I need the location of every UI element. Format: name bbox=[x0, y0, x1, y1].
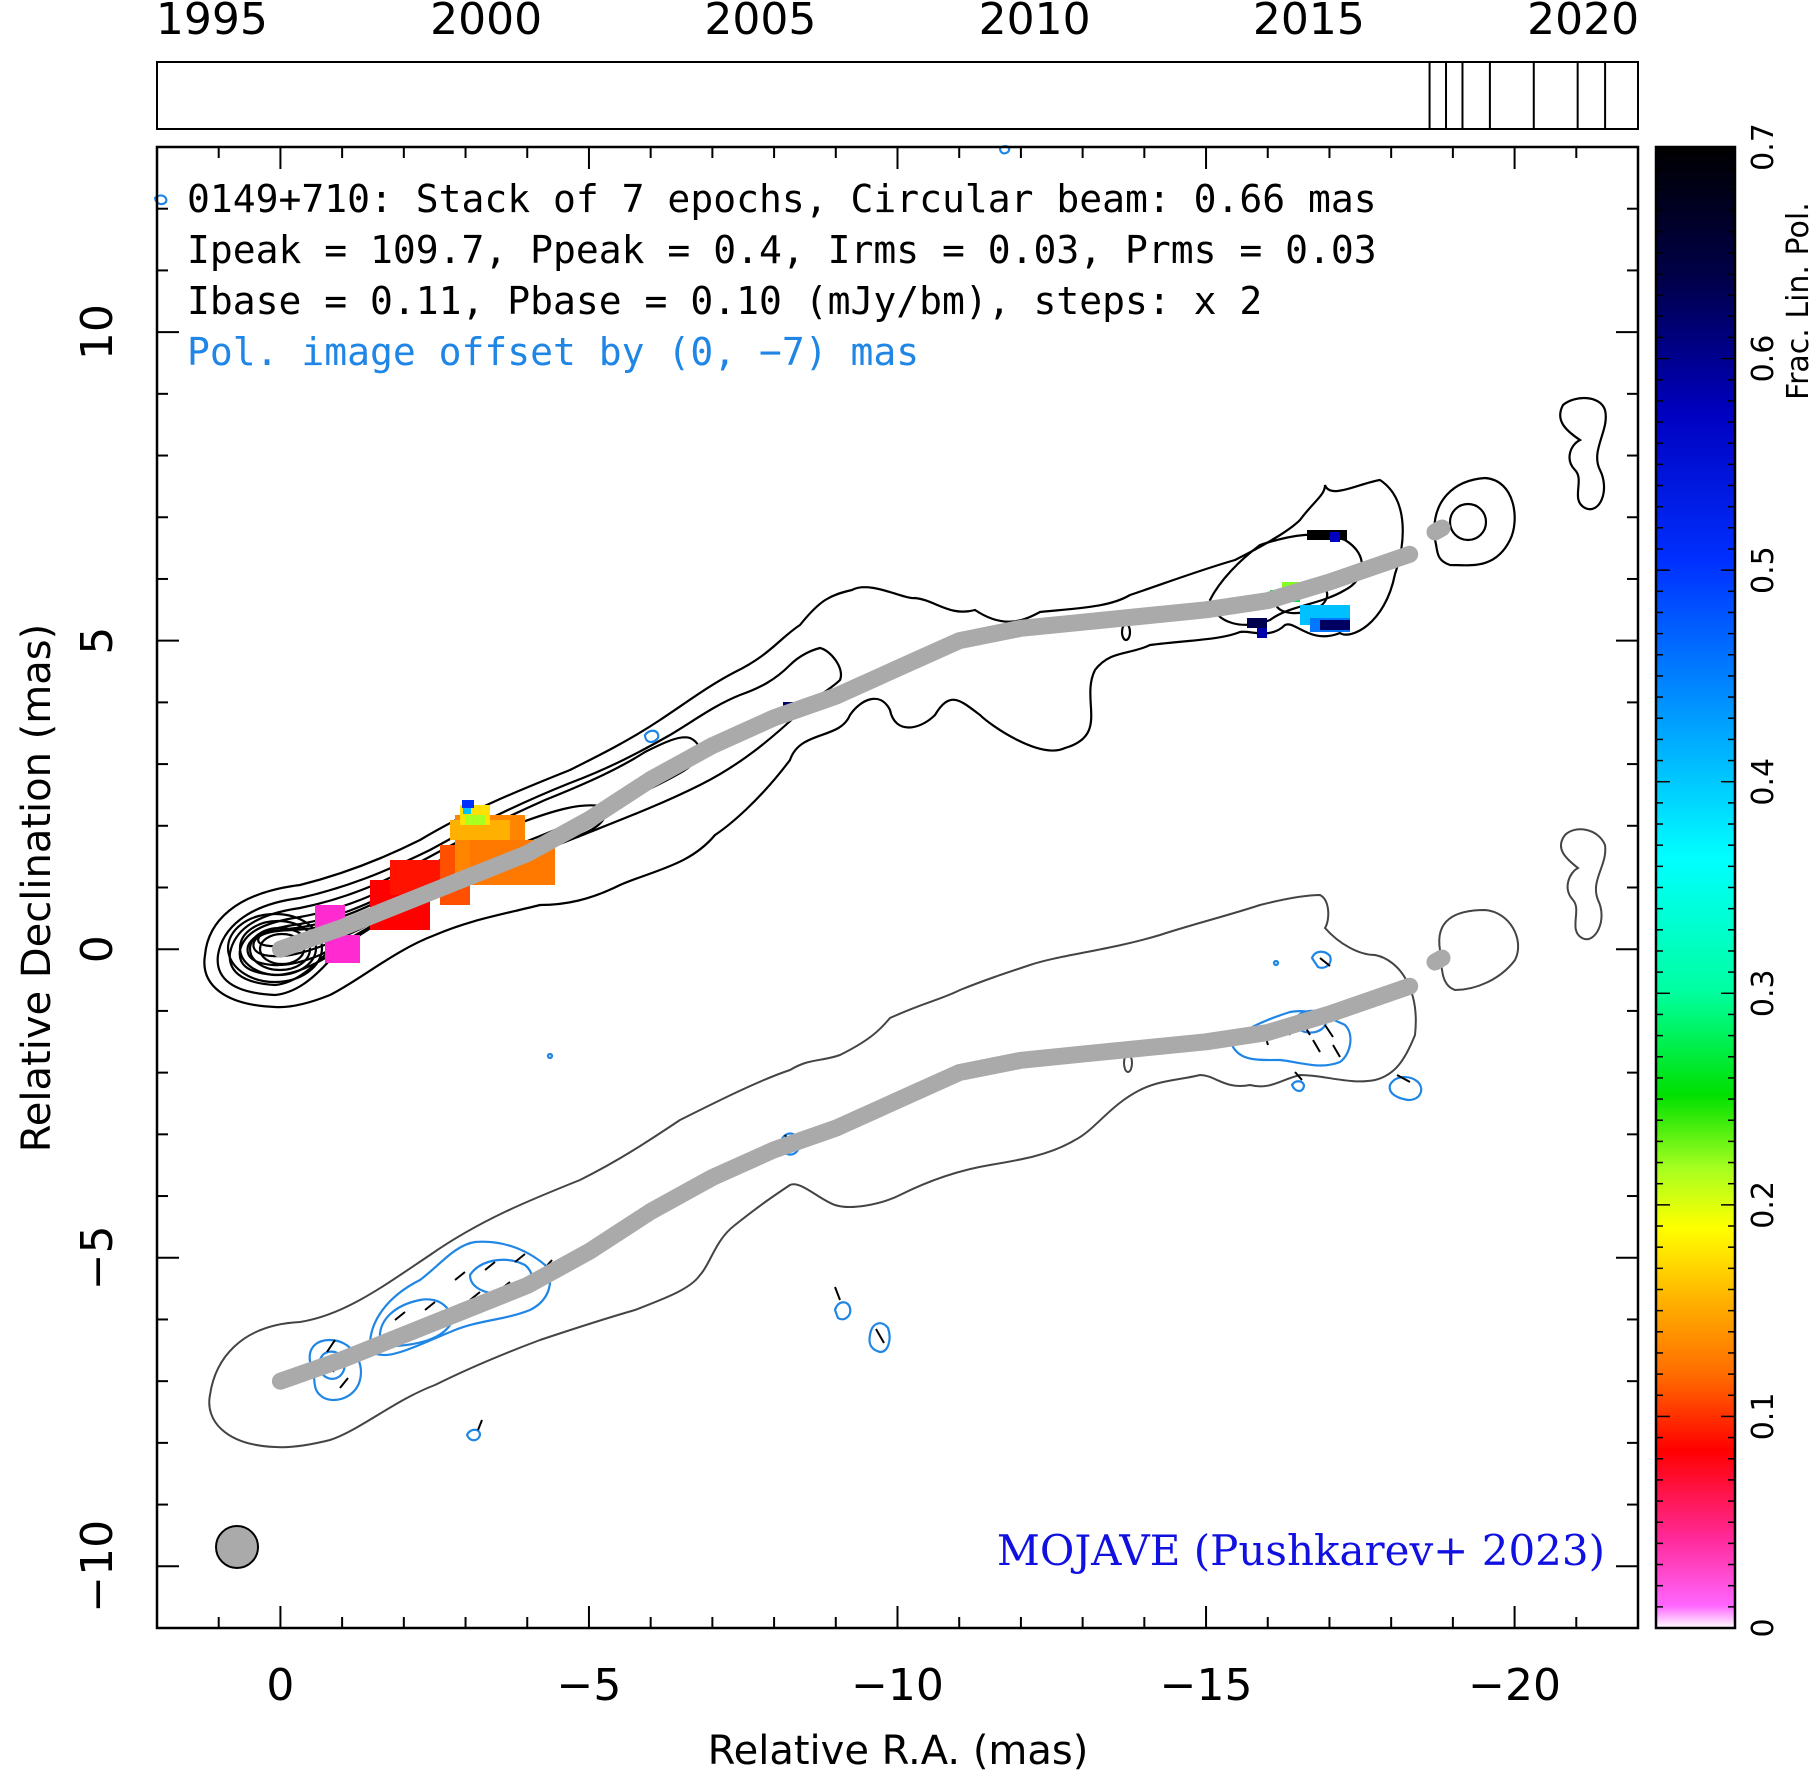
evpa-stick bbox=[484, 1261, 496, 1271]
pol-contour bbox=[1272, 959, 1280, 967]
colorbar-tick-label: 0.3 bbox=[1746, 969, 1781, 1017]
evpa-stick bbox=[875, 1328, 885, 1344]
contour-blob-ne bbox=[1433, 476, 1516, 567]
timeline-year-label: 2015 bbox=[1253, 0, 1365, 45]
pol-contour bbox=[833, 1301, 852, 1321]
x-axis-ticks: 0 −5 −10 −15 −20 bbox=[156, 147, 1639, 1711]
colorbar-tick-label: 0.1 bbox=[1746, 1393, 1781, 1441]
colorbar-tick-label: 0.6 bbox=[1746, 335, 1781, 383]
jet-ridge-line bbox=[271, 545, 1419, 958]
x-tick-label: −20 bbox=[1468, 1660, 1561, 1711]
evpa-stick bbox=[834, 1286, 841, 1301]
timeline-epochs bbox=[1428, 62, 1607, 129]
colorbar-tick-label: 0.5 bbox=[1746, 546, 1781, 594]
ridge-extension bbox=[1426, 519, 1451, 541]
fpol-pixel bbox=[1257, 628, 1267, 638]
core-contour-b bbox=[238, 919, 318, 977]
evpa-stick bbox=[1332, 1044, 1341, 1058]
timeline-year-label: 1995 bbox=[156, 0, 268, 45]
fpol-pixel bbox=[1247, 618, 1267, 628]
jet-ridge-line-offset bbox=[271, 977, 1419, 1390]
x-axis-title: Relative R.A. (mas) bbox=[708, 1728, 1089, 1774]
frac-pol-patches bbox=[315, 530, 1350, 963]
y-axis-title: Relative Declination (mas) bbox=[14, 624, 60, 1152]
contour-blob-ne-inner bbox=[1448, 502, 1488, 542]
contour-far-knot bbox=[1559, 397, 1607, 511]
pol-offset-note: Pol. image offset by (0, −7) mas bbox=[187, 330, 919, 374]
y-tick-label: 0 bbox=[72, 935, 123, 963]
colorbar-title: Frac. Lin. Pol. bbox=[1781, 202, 1816, 400]
y-tick-label: 10 bbox=[72, 304, 123, 360]
fpol-pixel bbox=[1330, 532, 1340, 542]
colorbar-tick-label: 0.4 bbox=[1746, 758, 1781, 806]
fpol-pixel bbox=[462, 800, 474, 808]
y-tick-label: −5 bbox=[72, 1225, 123, 1290]
timeline-year-label: 2000 bbox=[430, 0, 542, 45]
timeline-box bbox=[156, 61, 1639, 130]
evpa-stick bbox=[1312, 1039, 1321, 1053]
x-tick-label: −15 bbox=[1160, 1660, 1253, 1711]
beam-ellipse bbox=[215, 1525, 259, 1569]
fpol-pixel bbox=[1307, 530, 1347, 540]
evpa-stick bbox=[454, 1271, 466, 1281]
timeline-year-label: 2010 bbox=[979, 0, 1091, 45]
evpa-stick bbox=[394, 1311, 406, 1321]
y-tick-label: −10 bbox=[72, 1520, 123, 1613]
core-contour-c bbox=[248, 926, 312, 972]
timeline: 1995 2000 2005 2010 2015 2020 bbox=[156, 0, 1639, 130]
evpa-stick bbox=[424, 1301, 436, 1311]
pol-contour bbox=[643, 729, 660, 744]
offset-contour-far bbox=[1559, 828, 1607, 941]
colorbar-ticks: 0 0.1 0.2 0.3 0.4 0.5 0.6 0.7 bbox=[1656, 123, 1781, 1638]
info-line-1: 0149+710: Stack of 7 epochs, Circular be… bbox=[187, 177, 1377, 221]
pol-contour bbox=[546, 1052, 554, 1060]
timeline-year-label: 2020 bbox=[1527, 0, 1639, 45]
info-line-2: Ipeak = 109.7, Ppeak = 0.4, Irms = 0.03,… bbox=[187, 228, 1377, 272]
timeline-year-label: 2005 bbox=[704, 0, 816, 45]
x-tick-label: −10 bbox=[851, 1660, 944, 1711]
colorbar-gradient bbox=[1654, 145, 1737, 1630]
info-line-3: Ibase = 0.11, Pbase = 0.10 (mJy/bm), ste… bbox=[187, 279, 1262, 323]
pol-contour bbox=[1310, 950, 1332, 969]
pol-contour bbox=[868, 1322, 891, 1354]
main-plot: 0 −5 −10 −15 −20 −10 −5 0 5 10 bbox=[72, 145, 1640, 1711]
plot-frame bbox=[155, 145, 1640, 1630]
fpol-pixel bbox=[463, 808, 471, 814]
evpa-stick bbox=[1396, 1074, 1411, 1083]
offset-contour-outer bbox=[208, 893, 1417, 1449]
evpa-stick bbox=[1324, 1024, 1334, 1038]
evpa-stick bbox=[477, 1419, 483, 1431]
fpol-pixel bbox=[465, 815, 485, 825]
colorbar-tick-label: 0.2 bbox=[1746, 1181, 1781, 1229]
evpa-stick bbox=[326, 1339, 336, 1353]
colorbar: 0 0.1 0.2 0.3 0.4 0.5 0.6 0.7 Frac. Lin. Pol. bbox=[1654, 123, 1816, 1638]
offset-contour-blob bbox=[1438, 908, 1520, 992]
ridge-extension-offset bbox=[1426, 949, 1451, 971]
core-contour-a bbox=[226, 912, 324, 984]
y-tick-label: 5 bbox=[72, 627, 123, 655]
credit-text: MOJAVE (Pushkarev+ 2023) bbox=[997, 1526, 1605, 1575]
pol-contour bbox=[465, 1428, 482, 1442]
timeline-tick-labels: 1995 2000 2005 2010 2015 2020 bbox=[156, 0, 1639, 45]
evpa-stick bbox=[1294, 1071, 1303, 1081]
fpol-pixel bbox=[1320, 620, 1350, 630]
x-tick-label: 0 bbox=[266, 1660, 294, 1711]
evpa-stick bbox=[514, 1253, 526, 1263]
y-axis-ticks: −10 −5 0 5 10 bbox=[72, 146, 1638, 1629]
evpa-stick bbox=[1319, 957, 1331, 967]
pol-contour bbox=[368, 1240, 552, 1357]
colorbar-tick-label: 0.7 bbox=[1746, 123, 1781, 171]
pol-contour bbox=[1290, 1080, 1306, 1093]
pol-contour bbox=[1230, 1010, 1352, 1067]
x-tick-label: −5 bbox=[557, 1660, 622, 1711]
colorbar-tick-label: 0 bbox=[1746, 1618, 1781, 1637]
pol-contour bbox=[308, 1338, 363, 1402]
evpa-stick bbox=[339, 1377, 349, 1389]
